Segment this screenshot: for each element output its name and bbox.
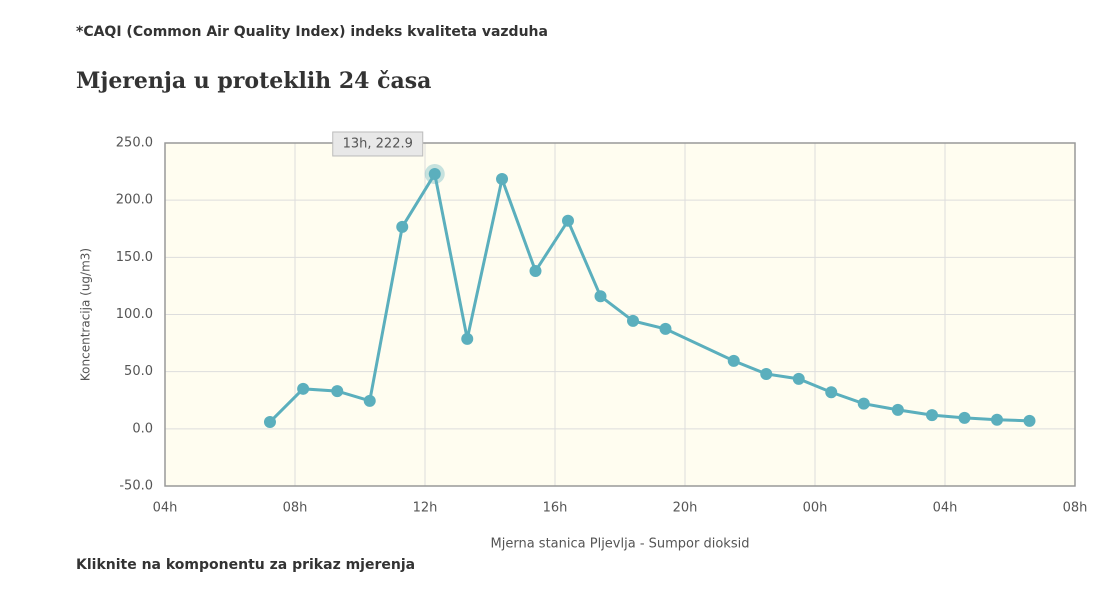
point bbox=[659, 322, 672, 335]
x-tick-label: 16h bbox=[543, 501, 568, 516]
plot-border bbox=[164, 142, 1076, 487]
point bbox=[594, 290, 607, 303]
point bbox=[297, 382, 310, 395]
tooltip: 13h, 222.9 bbox=[343, 136, 413, 151]
title: Mjerenja u proteklih 24 časa bbox=[76, 68, 432, 94]
y-tick-label: 0.0 bbox=[132, 421, 153, 436]
y-axis-label: Koncentracija (ug/m3) bbox=[79, 248, 93, 381]
x-tick-label: 08h bbox=[283, 501, 308, 516]
point bbox=[857, 397, 870, 410]
point bbox=[263, 415, 276, 428]
x-tick-label: 04h bbox=[153, 501, 178, 516]
point bbox=[792, 372, 805, 385]
point bbox=[926, 409, 938, 422]
x-tick-label: 04h bbox=[933, 501, 958, 516]
point bbox=[1023, 414, 1036, 427]
point bbox=[396, 220, 409, 233]
point bbox=[529, 265, 542, 278]
point bbox=[461, 332, 474, 345]
y-tick-label: 50.0 bbox=[124, 364, 153, 379]
y-tick-label: 100.0 bbox=[116, 307, 153, 322]
point bbox=[825, 386, 838, 399]
point bbox=[363, 394, 376, 407]
point bbox=[727, 354, 740, 367]
point bbox=[428, 167, 441, 180]
y-tick-label: 200.0 bbox=[116, 193, 153, 208]
x-tick-label: 20h bbox=[673, 501, 698, 516]
y-tick-label: -50.0 bbox=[119, 479, 153, 494]
y-tick-label: 250.0 bbox=[116, 136, 153, 151]
point bbox=[891, 403, 904, 416]
point bbox=[760, 367, 773, 380]
x-tick-label: 08h bbox=[1063, 501, 1088, 516]
note: *CAQI (Common Air Quality Index) indeks … bbox=[76, 24, 548, 40]
point bbox=[958, 411, 971, 424]
point bbox=[331, 385, 344, 398]
footer[interactable]: Kliknite na komponentu za prikaz mjerenj… bbox=[76, 557, 416, 573]
y-tick-label: 150.0 bbox=[116, 250, 153, 265]
point bbox=[991, 413, 1003, 426]
point bbox=[496, 173, 509, 186]
point bbox=[562, 214, 574, 227]
x-tick-label: 12h bbox=[413, 501, 438, 516]
x-axis-label: Mjerna stanica Pljevlja - Sumpor dioksid bbox=[491, 537, 750, 552]
tooltip-box bbox=[332, 131, 424, 157]
point bbox=[627, 314, 639, 327]
x-tick-label: 00h bbox=[803, 501, 828, 516]
